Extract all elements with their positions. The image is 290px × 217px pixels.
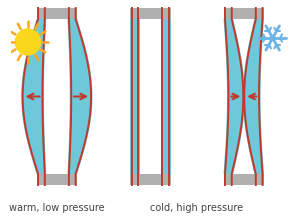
Bar [130,8,171,19]
Bar [37,8,77,19]
Circle shape [270,36,275,41]
Bar [130,174,171,185]
Bar [224,8,264,19]
Polygon shape [21,19,46,174]
Text: warm, low pressure: warm, low pressure [9,203,105,213]
Bar [224,174,264,185]
Text: cold, high pressure: cold, high pressure [150,203,243,213]
Bar [37,174,77,185]
Polygon shape [130,19,140,174]
Polygon shape [68,19,93,174]
Circle shape [15,29,41,55]
Polygon shape [224,19,245,174]
Polygon shape [161,19,171,174]
Polygon shape [243,19,264,174]
